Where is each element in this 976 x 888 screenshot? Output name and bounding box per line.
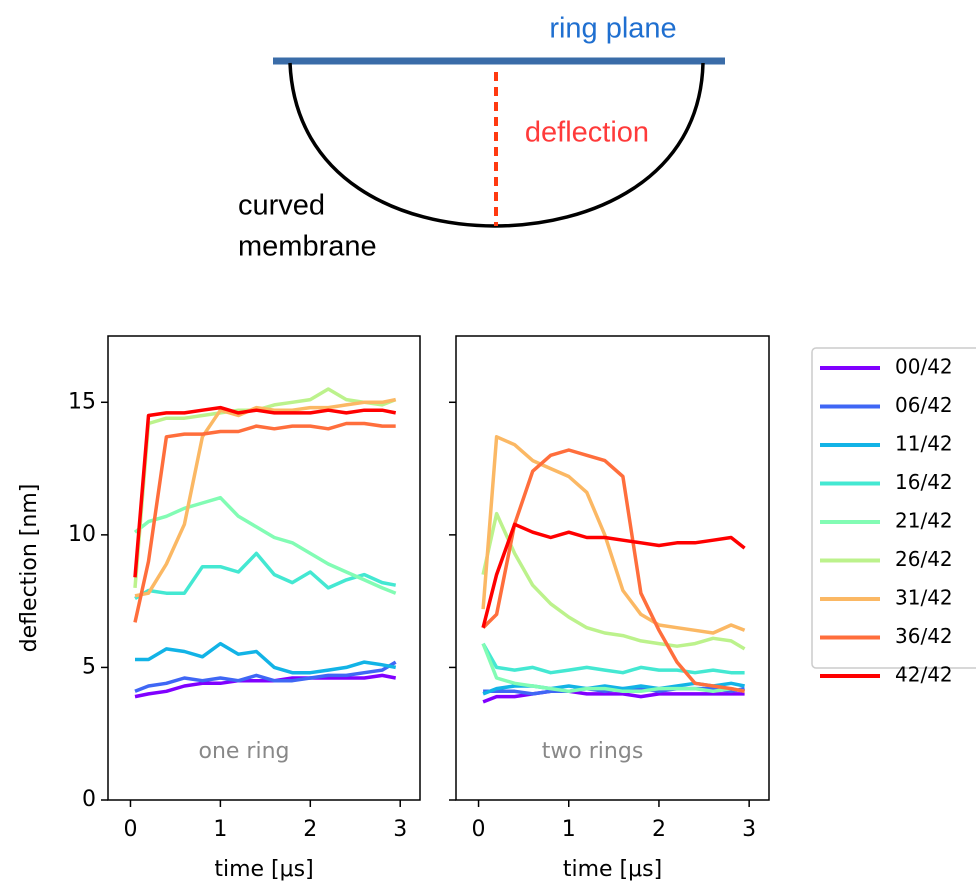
x-tick-label: 1 bbox=[562, 817, 576, 842]
series-line bbox=[133, 421, 396, 623]
series-line bbox=[133, 495, 397, 595]
legend-label: 21/42 bbox=[895, 509, 953, 533]
x-axis-label: time [μs] bbox=[214, 857, 313, 882]
x-tick-label: 0 bbox=[472, 817, 486, 842]
membrane-label: membrane bbox=[238, 231, 377, 263]
y-axis-label: deflection [nm] bbox=[17, 484, 42, 653]
x-tick-label: 3 bbox=[393, 817, 407, 842]
x-tick-label: 1 bbox=[213, 817, 227, 842]
x-tick-label: 2 bbox=[652, 817, 666, 842]
x-axis-label: time [μs] bbox=[563, 857, 662, 882]
series-line bbox=[481, 642, 745, 694]
series-line bbox=[133, 387, 397, 589]
y-tick-label: 15 bbox=[68, 389, 96, 414]
legend-label: 00/42 bbox=[895, 355, 953, 379]
legend-label: 36/42 bbox=[895, 624, 953, 648]
x-tick-label: 3 bbox=[742, 817, 756, 842]
plane-label: ring plane bbox=[549, 13, 676, 45]
series-line bbox=[481, 522, 746, 629]
series-line bbox=[481, 642, 745, 675]
x-tick-label: 2 bbox=[303, 817, 317, 842]
panel-annotation: one ring bbox=[199, 739, 290, 764]
legend-label: 06/42 bbox=[895, 393, 953, 417]
series-line bbox=[482, 689, 745, 704]
y-tick-label: 0 bbox=[82, 787, 96, 812]
series-line bbox=[481, 511, 746, 651]
plot-frame bbox=[455, 335, 770, 801]
legend-label: 26/42 bbox=[895, 547, 953, 571]
series-line bbox=[481, 435, 746, 635]
series-line bbox=[134, 660, 397, 693]
x-tick-label: 0 bbox=[123, 817, 137, 842]
series-line bbox=[134, 397, 397, 598]
y-tick-label: 10 bbox=[68, 522, 96, 547]
panel-annotation: two rings bbox=[542, 739, 644, 764]
y-tick-label: 5 bbox=[82, 654, 96, 679]
series-line bbox=[133, 405, 397, 578]
series-line bbox=[134, 673, 397, 699]
plot-frame bbox=[107, 335, 421, 801]
legend-box bbox=[811, 347, 976, 669]
legend-label: 16/42 bbox=[895, 470, 953, 494]
membrane-label: curved bbox=[238, 190, 325, 222]
legend-label: 42/42 bbox=[895, 663, 953, 687]
series-line bbox=[481, 448, 745, 694]
legend-label: 11/42 bbox=[895, 432, 953, 456]
deflection-label: deflection bbox=[525, 117, 649, 149]
legend-label: 31/42 bbox=[895, 586, 953, 610]
series-line bbox=[135, 641, 397, 675]
